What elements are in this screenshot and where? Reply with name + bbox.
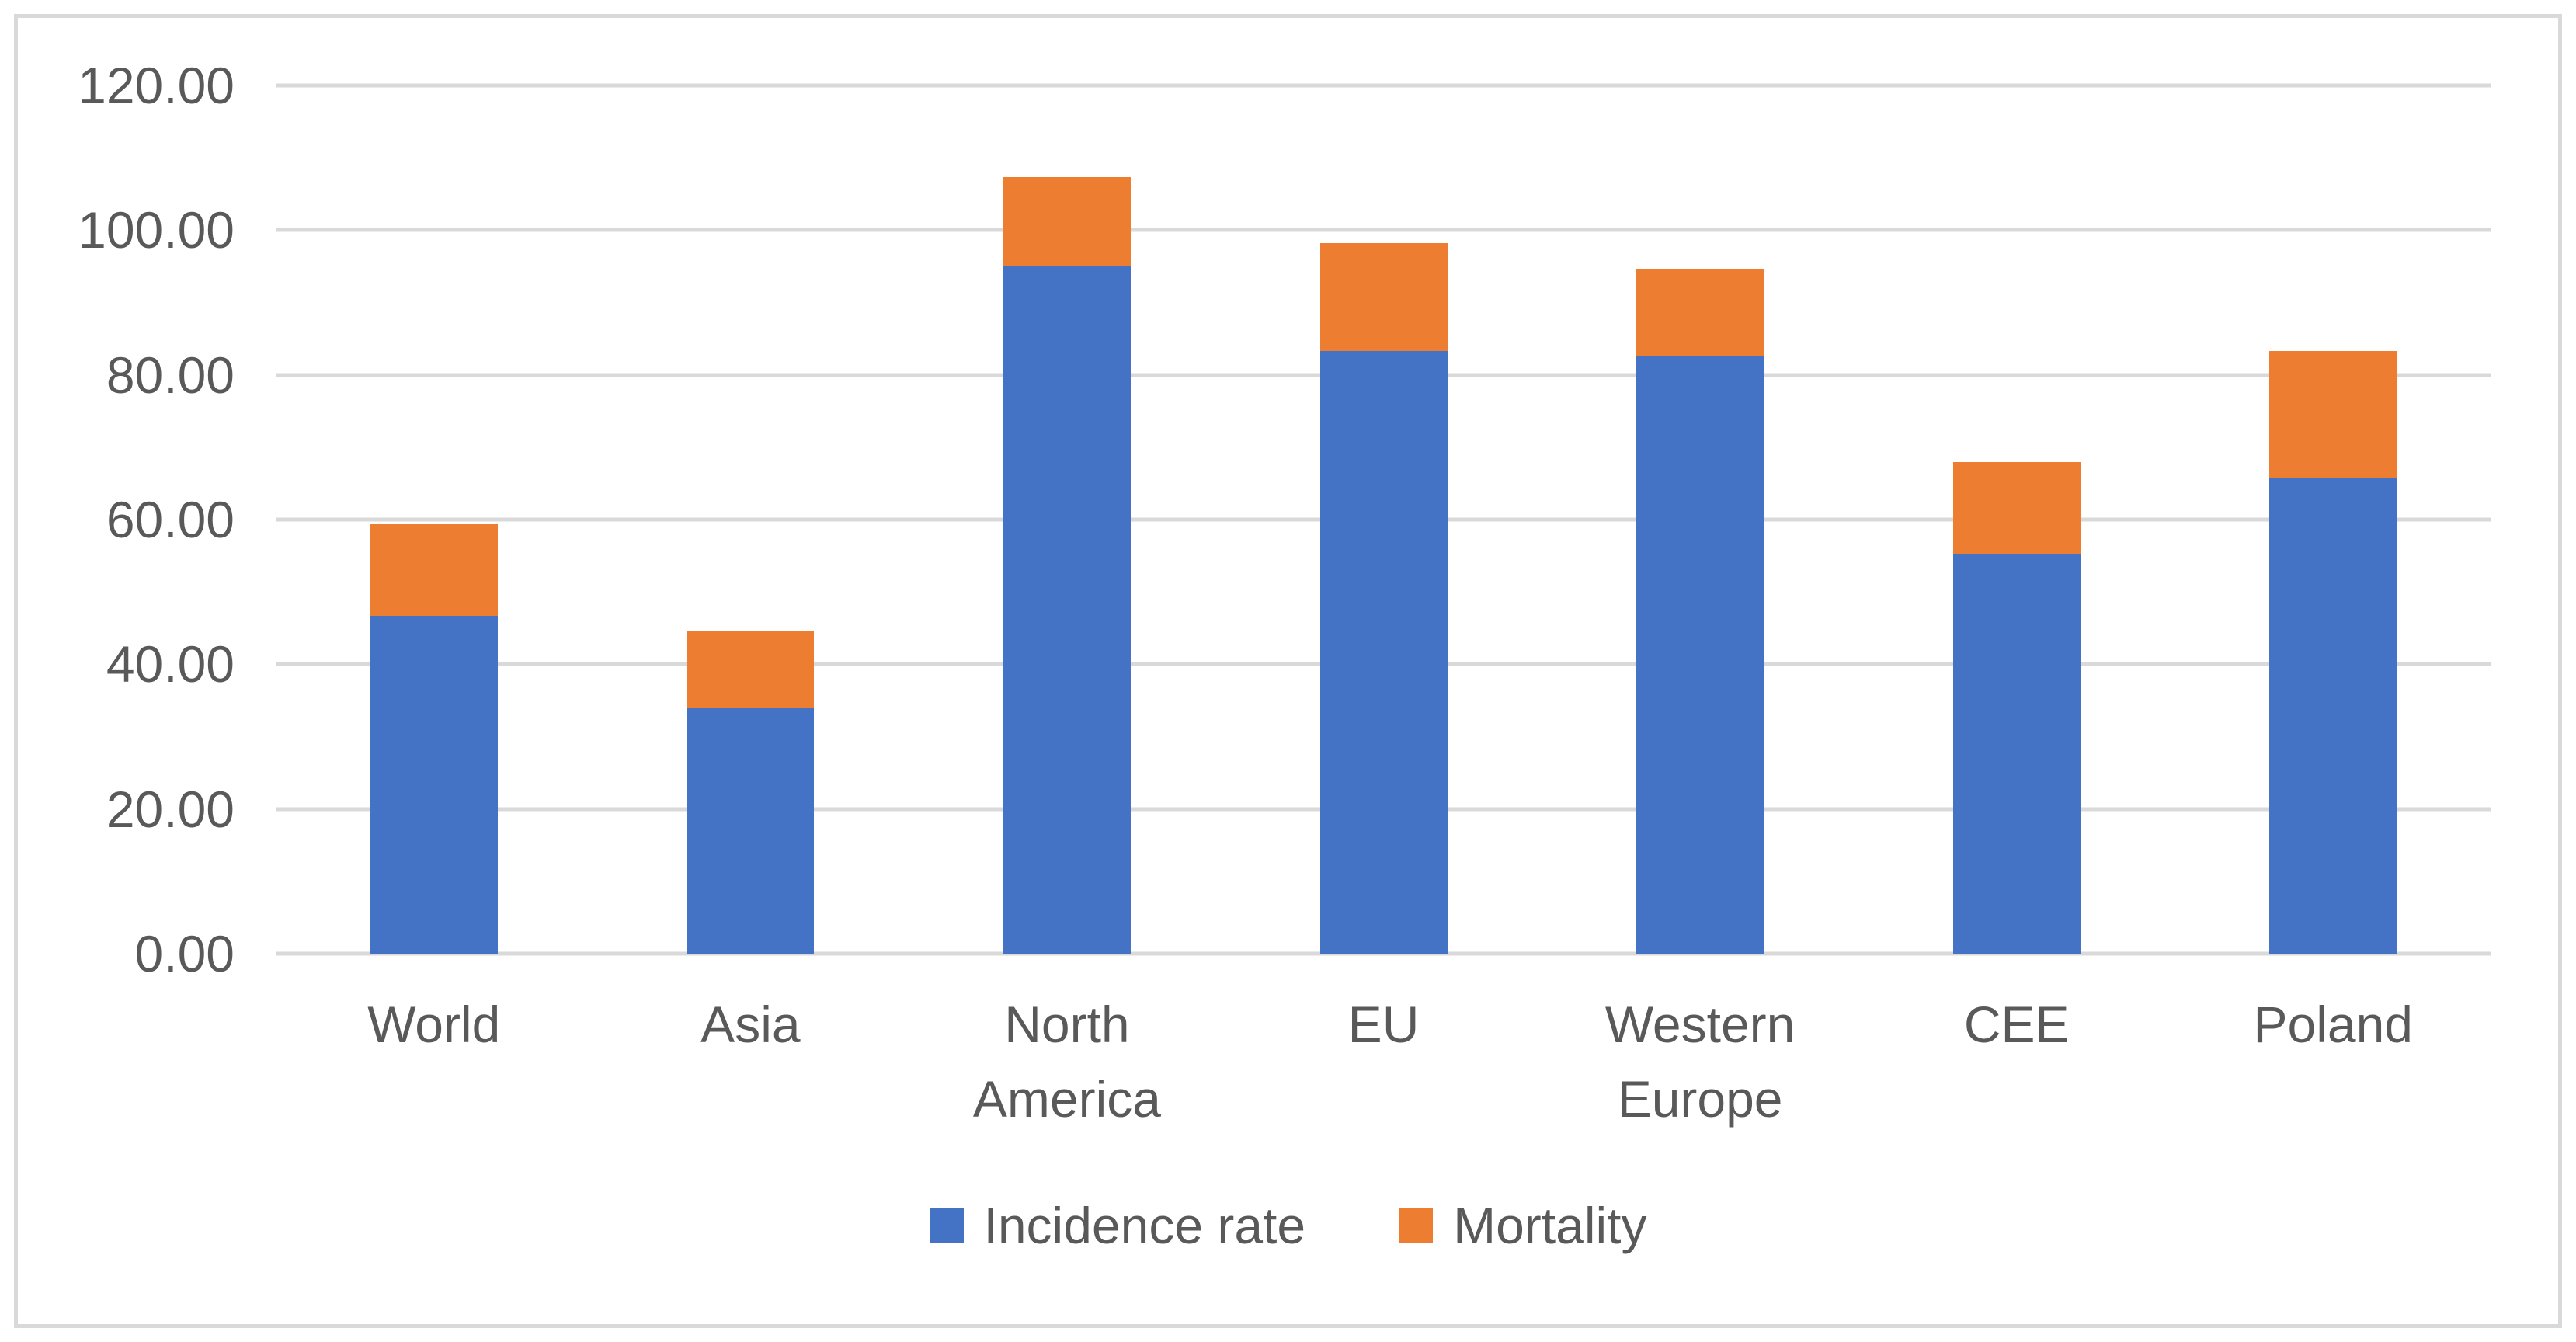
x-label-poland: Poland	[2253, 996, 2414, 1053]
chart-border	[14, 14, 2562, 1328]
x-label-world: World	[367, 996, 501, 1053]
bar-segment-north-america-incidence-rate	[1003, 266, 1131, 954]
bar-eu	[1319, 243, 1448, 954]
bar-asia	[687, 631, 815, 954]
legend-swatch-incidence-rate	[929, 1208, 964, 1243]
x-axis: World Asia North America EU Western Europe CE…	[276, 988, 2491, 1136]
legend-label-incidence-rate: Incidence rate	[983, 1197, 1306, 1254]
y-tick-label-120.00: 120.00	[78, 57, 235, 114]
legend-swatch-mortality	[1399, 1208, 1434, 1243]
plot-area	[276, 83, 2491, 956]
bar-segment-cee-mortality	[1952, 462, 2081, 554]
bar-segment-cee-incidence-rate	[1952, 553, 2081, 954]
bar-segment-poland-incidence-rate	[2269, 477, 2397, 954]
y-tick-label-40.00: 40.00	[106, 635, 235, 694]
bar-segment-north-america-mortality	[1003, 177, 1131, 266]
bar-segment-eu-mortality	[1319, 243, 1448, 351]
x-label-cee: CEE	[1963, 996, 2070, 1053]
bars-layer	[276, 85, 2491, 954]
bar-segment-western-europe-mortality	[1636, 268, 1764, 356]
legend-label-mortality: Mortality	[1453, 1197, 1647, 1254]
y-tick-label-20.00: 20.00	[106, 780, 235, 838]
x-label-western-europe: Western Europe	[1604, 996, 1796, 1128]
bar-slot-western-europe	[1542, 85, 1858, 954]
bar-segment-world-mortality	[370, 523, 498, 616]
x-label-eu: EU	[1347, 996, 1420, 1053]
bar-segment-western-europe-incidence-rate	[1636, 355, 1764, 954]
bar-poland	[2269, 350, 2397, 954]
bar-segment-poland-mortality	[2269, 350, 2397, 478]
bar-segment-eu-incidence-rate	[1319, 350, 1448, 954]
y-tick-label-0.00: 0.00	[134, 925, 235, 982]
bar-slot-world	[276, 85, 593, 954]
gridline-0.00	[276, 951, 2491, 956]
y-axis: 0.00 20.00 40.00 60.00 80.00 100.00 120.00	[0, 57, 235, 982]
bar-segment-asia-mortality	[687, 631, 815, 708]
y-tick-label-80.00: 80.00	[106, 346, 235, 404]
x-label-asia: Asia	[700, 996, 801, 1053]
bar-north-america	[1003, 177, 1131, 954]
legend-item-mortality: Mortality	[1399, 1196, 1646, 1255]
bar-slot-eu	[1225, 85, 1542, 954]
bar-cee	[1952, 462, 2081, 954]
legend-item-incidence-rate: Incidence rate	[929, 1196, 1306, 1255]
legend: Incidence rate Mortality	[0, 1196, 2576, 1255]
bar-slot-north-america	[909, 85, 1225, 954]
bar-western-europe	[1636, 268, 1764, 954]
bar-slot-poland	[2174, 85, 2491, 954]
y-tick-label-60.00: 60.00	[106, 491, 235, 548]
bar-segment-world-incidence-rate	[370, 615, 498, 954]
gridline-120.00	[276, 83, 2491, 88]
bar-segment-asia-incidence-rate	[687, 708, 815, 954]
gridline-100.00	[276, 228, 2491, 232]
bar-slot-asia	[593, 85, 909, 954]
bar-world	[370, 523, 498, 954]
x-label-north-america: North America	[972, 996, 1161, 1128]
y-tick-label-100.00: 100.00	[78, 201, 235, 259]
bar-slot-cee	[1858, 85, 2175, 954]
